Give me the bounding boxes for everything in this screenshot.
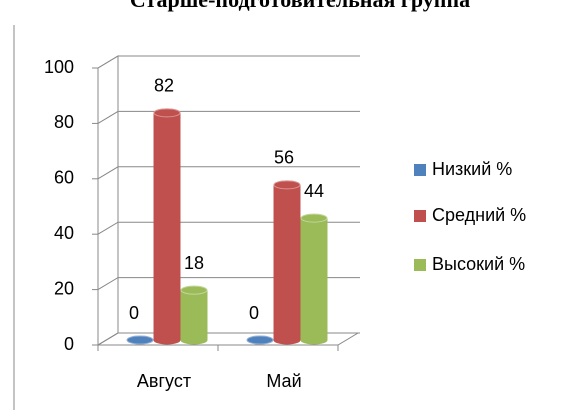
x-tick-label: Август xyxy=(137,371,191,391)
grid-line xyxy=(97,55,360,69)
y-tick-label: 20 xyxy=(54,278,74,298)
bar xyxy=(300,213,328,345)
data-label: 18 xyxy=(184,253,204,273)
bar-top xyxy=(273,180,301,190)
data-label: 0 xyxy=(129,303,139,323)
grid-line xyxy=(97,110,360,124)
bar-top xyxy=(180,285,208,295)
bar xyxy=(273,180,301,345)
y-tick-label: 100 xyxy=(44,57,74,77)
legend-swatch xyxy=(414,210,426,222)
chart-title: Старше-подготовительная группа xyxy=(130,0,470,12)
y-tick-label: 80 xyxy=(54,112,74,132)
legend-swatch xyxy=(414,164,426,176)
bar-top xyxy=(126,335,154,345)
data-label: 82 xyxy=(154,76,174,96)
y-tick-label: 0 xyxy=(64,334,74,354)
y-tick-label: 40 xyxy=(54,223,74,243)
bar-top xyxy=(153,108,181,118)
legend-swatch xyxy=(414,259,426,271)
data-label: 44 xyxy=(304,181,324,201)
legend-label: Низкий % xyxy=(432,159,512,179)
grid-line xyxy=(97,166,360,180)
bar xyxy=(180,285,208,345)
data-label: 0 xyxy=(249,303,259,323)
bar-top xyxy=(246,335,274,345)
y-tick-label: 60 xyxy=(54,168,74,188)
data-label: 56 xyxy=(274,148,294,168)
x-tick-label: Май xyxy=(266,371,301,391)
bar-top xyxy=(300,213,328,223)
bar xyxy=(153,108,181,345)
back-wall xyxy=(97,55,119,346)
legend-label: Средний % xyxy=(432,205,526,225)
legend-label: Высокий % xyxy=(432,254,525,274)
